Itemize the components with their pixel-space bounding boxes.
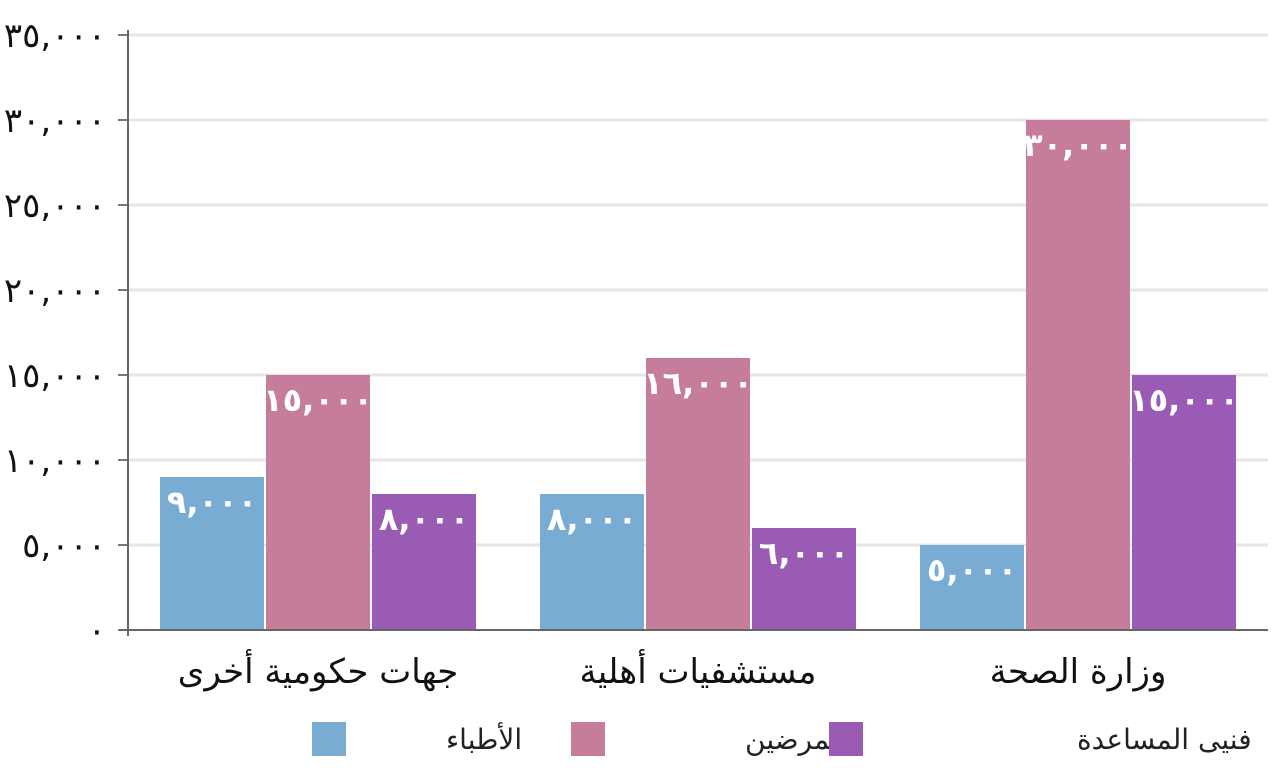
- bar: [920, 545, 1024, 630]
- data-label: ٩,٠٠٠: [167, 483, 257, 521]
- y-tick-label: ٢٥,٠٠٠: [4, 186, 106, 226]
- y-tick-label: ٥,٠٠٠: [22, 526, 106, 566]
- data-label: ١٥,٠٠٠: [1129, 381, 1239, 419]
- legend-label: فنيى المساعدة: [1077, 723, 1252, 756]
- y-tick-label: ٠: [88, 611, 106, 651]
- bar: [160, 477, 264, 630]
- y-tick-label: ١٥,٠٠٠: [4, 356, 106, 396]
- data-label: ٨,٠٠٠: [547, 500, 637, 538]
- legend: الأطباء الممرضين فنيى المساعدة: [312, 721, 1252, 756]
- legend-swatch: [571, 722, 605, 756]
- category-labels: وزارة الصحة مستشفيات أهلية جهات حكومية أخر…: [178, 649, 1167, 692]
- data-label: ٥,٠٠٠: [927, 551, 1017, 589]
- y-axis-ticks: ٠ ٥,٠٠٠ ١٠,٠٠٠ ١٥,٠٠٠ ٢٠,٠٠٠ ٢٥,٠٠٠ ٣٠,٠٠٠ ٣٥,٠…: [4, 16, 128, 651]
- axes: [120, 30, 1268, 636]
- legend-swatch: [829, 722, 863, 756]
- data-label: ٣٠,٠٠٠: [1023, 126, 1133, 164]
- category-label: جهات حكومية أخرى: [178, 649, 459, 692]
- bar: [752, 528, 856, 630]
- legend-swatch: [312, 722, 346, 756]
- y-tick-label: ١٠,٠٠٠: [4, 441, 106, 481]
- legend-label: الأطباء: [446, 721, 522, 756]
- data-label: ١٦,٠٠٠: [643, 364, 753, 402]
- data-label: ١٥,٠٠٠: [263, 381, 373, 419]
- category-label: وزارة الصحة: [990, 652, 1167, 692]
- bar: [372, 494, 476, 630]
- data-label: ٨,٠٠٠: [379, 500, 469, 538]
- bars: ٥,٠٠٠ ٣٠,٠٠٠ ١٥,٠٠٠ ٨,٠٠٠ ١٦,٠٠٠ ٦,٠٠٠ ٩,٠٠٠ ١٥…: [160, 120, 1239, 630]
- bar: [646, 358, 750, 630]
- bar: [1132, 375, 1236, 630]
- bar: [266, 375, 370, 630]
- bar: [540, 494, 644, 630]
- bar: [1026, 120, 1130, 630]
- category-label: مستشفيات أهلية: [580, 649, 817, 692]
- y-tick-label: ٣٥,٠٠٠: [4, 16, 106, 56]
- y-tick-label: ٢٠,٠٠٠: [4, 271, 106, 311]
- y-tick-label: ٣٠,٠٠٠: [4, 101, 106, 141]
- data-label: ٦,٠٠٠: [759, 534, 849, 572]
